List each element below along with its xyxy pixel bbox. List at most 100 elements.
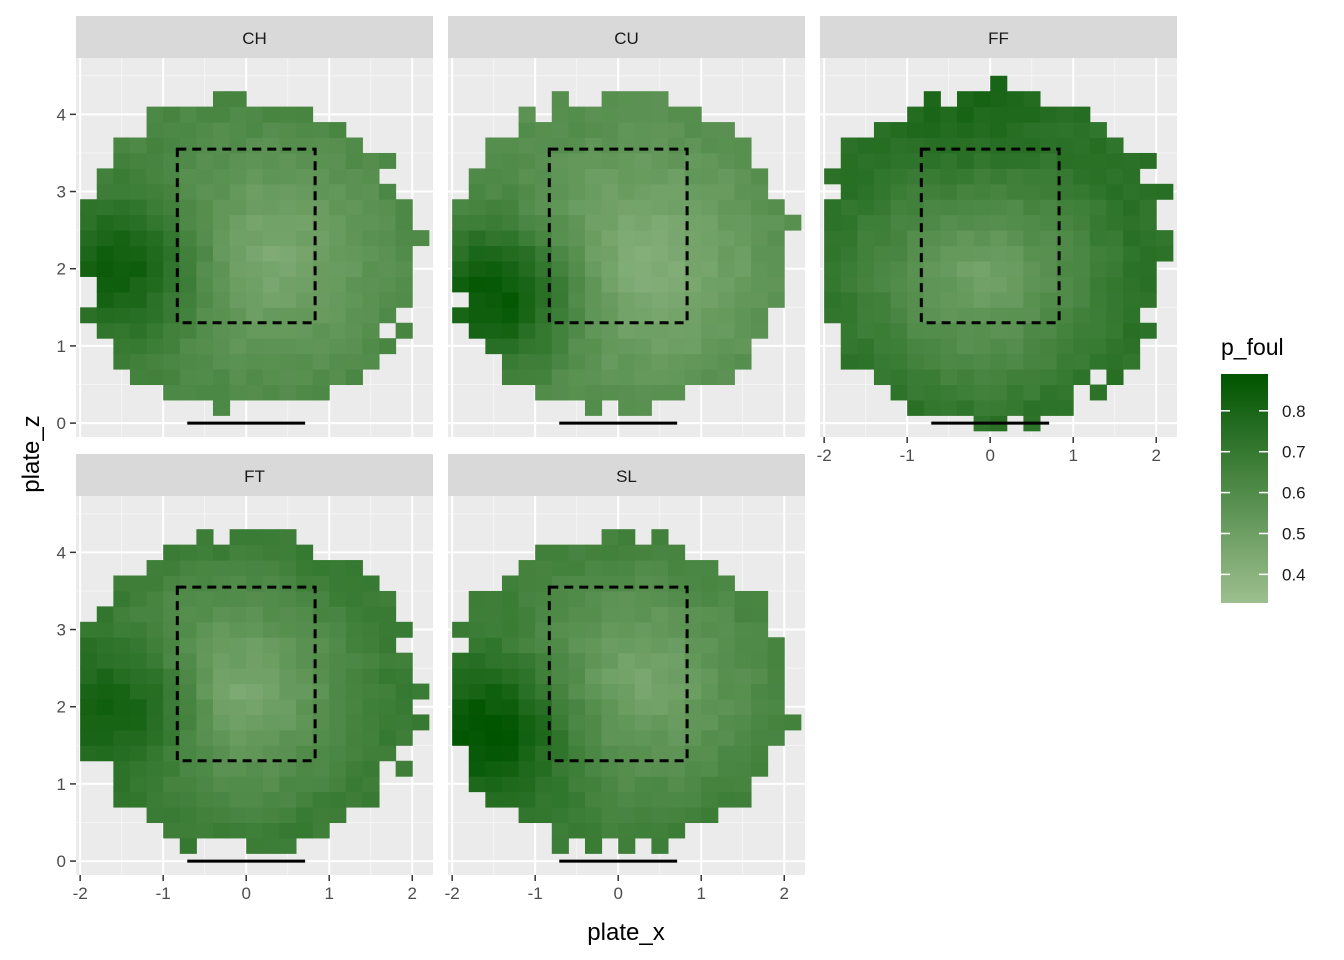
heatmap-cell — [518, 637, 536, 654]
heatmap-cell — [618, 122, 636, 139]
heatmap-cell — [229, 652, 247, 669]
heatmap-cell — [229, 245, 247, 262]
heatmap-cell — [701, 729, 719, 746]
heatmap-cell — [179, 369, 197, 386]
heatmap-cell — [601, 760, 619, 777]
heatmap-cell — [129, 791, 148, 808]
heatmap-cell — [1073, 291, 1091, 308]
heatmap-cell — [362, 590, 380, 607]
heatmap-cell — [601, 683, 619, 700]
heatmap-cell — [601, 353, 619, 370]
heatmap-cell — [246, 529, 264, 546]
heatmap-cell — [634, 399, 652, 416]
heatmap-cell — [584, 353, 603, 370]
heatmap-cell — [329, 276, 347, 293]
heatmap-cell — [452, 652, 470, 669]
heatmap-cell — [129, 230, 148, 247]
heatmap-cell — [1006, 137, 1024, 154]
heatmap-cell — [956, 384, 975, 401]
heatmap-cell — [501, 668, 520, 685]
heatmap-cell — [329, 745, 347, 762]
heatmap-cell — [857, 276, 875, 293]
heatmap-cell — [329, 137, 347, 154]
heatmap-cell — [684, 168, 702, 185]
heatmap-cell — [873, 307, 892, 324]
heatmap-cell — [684, 106, 702, 123]
heatmap-cell — [1040, 399, 1058, 416]
heatmap-cell — [584, 199, 603, 216]
heatmap-cell — [767, 699, 785, 715]
heatmap-cell — [973, 276, 991, 293]
heatmap-cell — [701, 230, 719, 247]
heatmap-cell — [412, 683, 430, 700]
heatmap-cell — [601, 699, 619, 715]
heatmap-cell — [329, 261, 347, 277]
heatmap-cell — [518, 353, 536, 370]
heatmap-cell — [179, 590, 197, 607]
heatmap-cell — [601, 590, 619, 607]
heatmap-cell — [229, 760, 247, 777]
heatmap-cell — [212, 621, 231, 638]
heatmap-cell — [212, 791, 231, 808]
heatmap-cell — [568, 261, 586, 277]
heatmap-cell — [113, 168, 131, 185]
heatmap-cell — [229, 560, 247, 577]
heatmap-cell — [940, 230, 958, 247]
heatmap-cell — [1106, 338, 1124, 355]
heatmap-cell — [618, 560, 636, 577]
heatmap-cell — [601, 307, 619, 324]
heatmap-cell — [452, 307, 470, 324]
heatmap-cell — [668, 590, 686, 607]
heatmap-cell — [262, 745, 280, 762]
heatmap-cell — [634, 668, 652, 685]
heatmap-cell — [923, 183, 941, 200]
heatmap-cell — [990, 322, 1008, 339]
heatmap-cell — [212, 384, 231, 401]
heatmap-cell — [1040, 384, 1058, 401]
strike-zone-sl — [547, 585, 689, 763]
heatmap-cell — [873, 168, 892, 185]
heatmap-cell — [873, 261, 892, 277]
heatmap-cell — [990, 291, 1008, 308]
heatmap-cell — [501, 322, 520, 339]
heatmap-cell — [196, 353, 214, 370]
heatmap-cell — [345, 199, 363, 216]
heatmap-cell — [518, 291, 536, 308]
heatmap-cell — [362, 606, 380, 623]
heatmap-cell — [634, 560, 652, 577]
y-tick-label: 3 — [57, 621, 66, 640]
heatmap-cell — [501, 276, 520, 293]
heatmap-cell — [395, 699, 413, 715]
heatmap-cell — [1006, 168, 1024, 185]
heatmap-cell — [329, 338, 347, 355]
heatmap-cell — [329, 699, 347, 715]
heatmap-cell — [634, 807, 652, 824]
heatmap-cell — [601, 183, 619, 200]
heatmap-cell — [452, 683, 470, 700]
heatmap-cell — [501, 729, 520, 746]
heatmap-cell — [618, 714, 636, 731]
heatmap-cell — [857, 152, 875, 169]
heatmap-cell — [717, 183, 735, 200]
heatmap-cell — [312, 137, 330, 154]
heatmap-cell — [873, 245, 892, 262]
heatmap-cell — [701, 745, 719, 762]
heatmap-cell — [146, 621, 164, 638]
heatmap-cell — [296, 291, 314, 308]
heatmap-cell — [345, 369, 363, 386]
heatmap-cell — [296, 106, 314, 123]
heatmap-cell — [129, 199, 148, 216]
heatmap-cell — [1023, 307, 1041, 324]
heatmap-cell — [684, 668, 702, 685]
heatmap-cell — [113, 152, 131, 169]
heatmap-cell — [229, 106, 247, 123]
heatmap-cell — [535, 760, 553, 777]
heatmap-cell — [518, 791, 536, 808]
heatmap-cell — [1073, 276, 1091, 293]
heatmap-cell — [668, 699, 686, 715]
facet-strip-ch — [76, 16, 433, 58]
heatmap-cell — [196, 729, 214, 746]
heatmap-cell — [312, 575, 330, 592]
heatmap-cell — [634, 590, 652, 607]
heatmap-cell — [196, 791, 214, 808]
